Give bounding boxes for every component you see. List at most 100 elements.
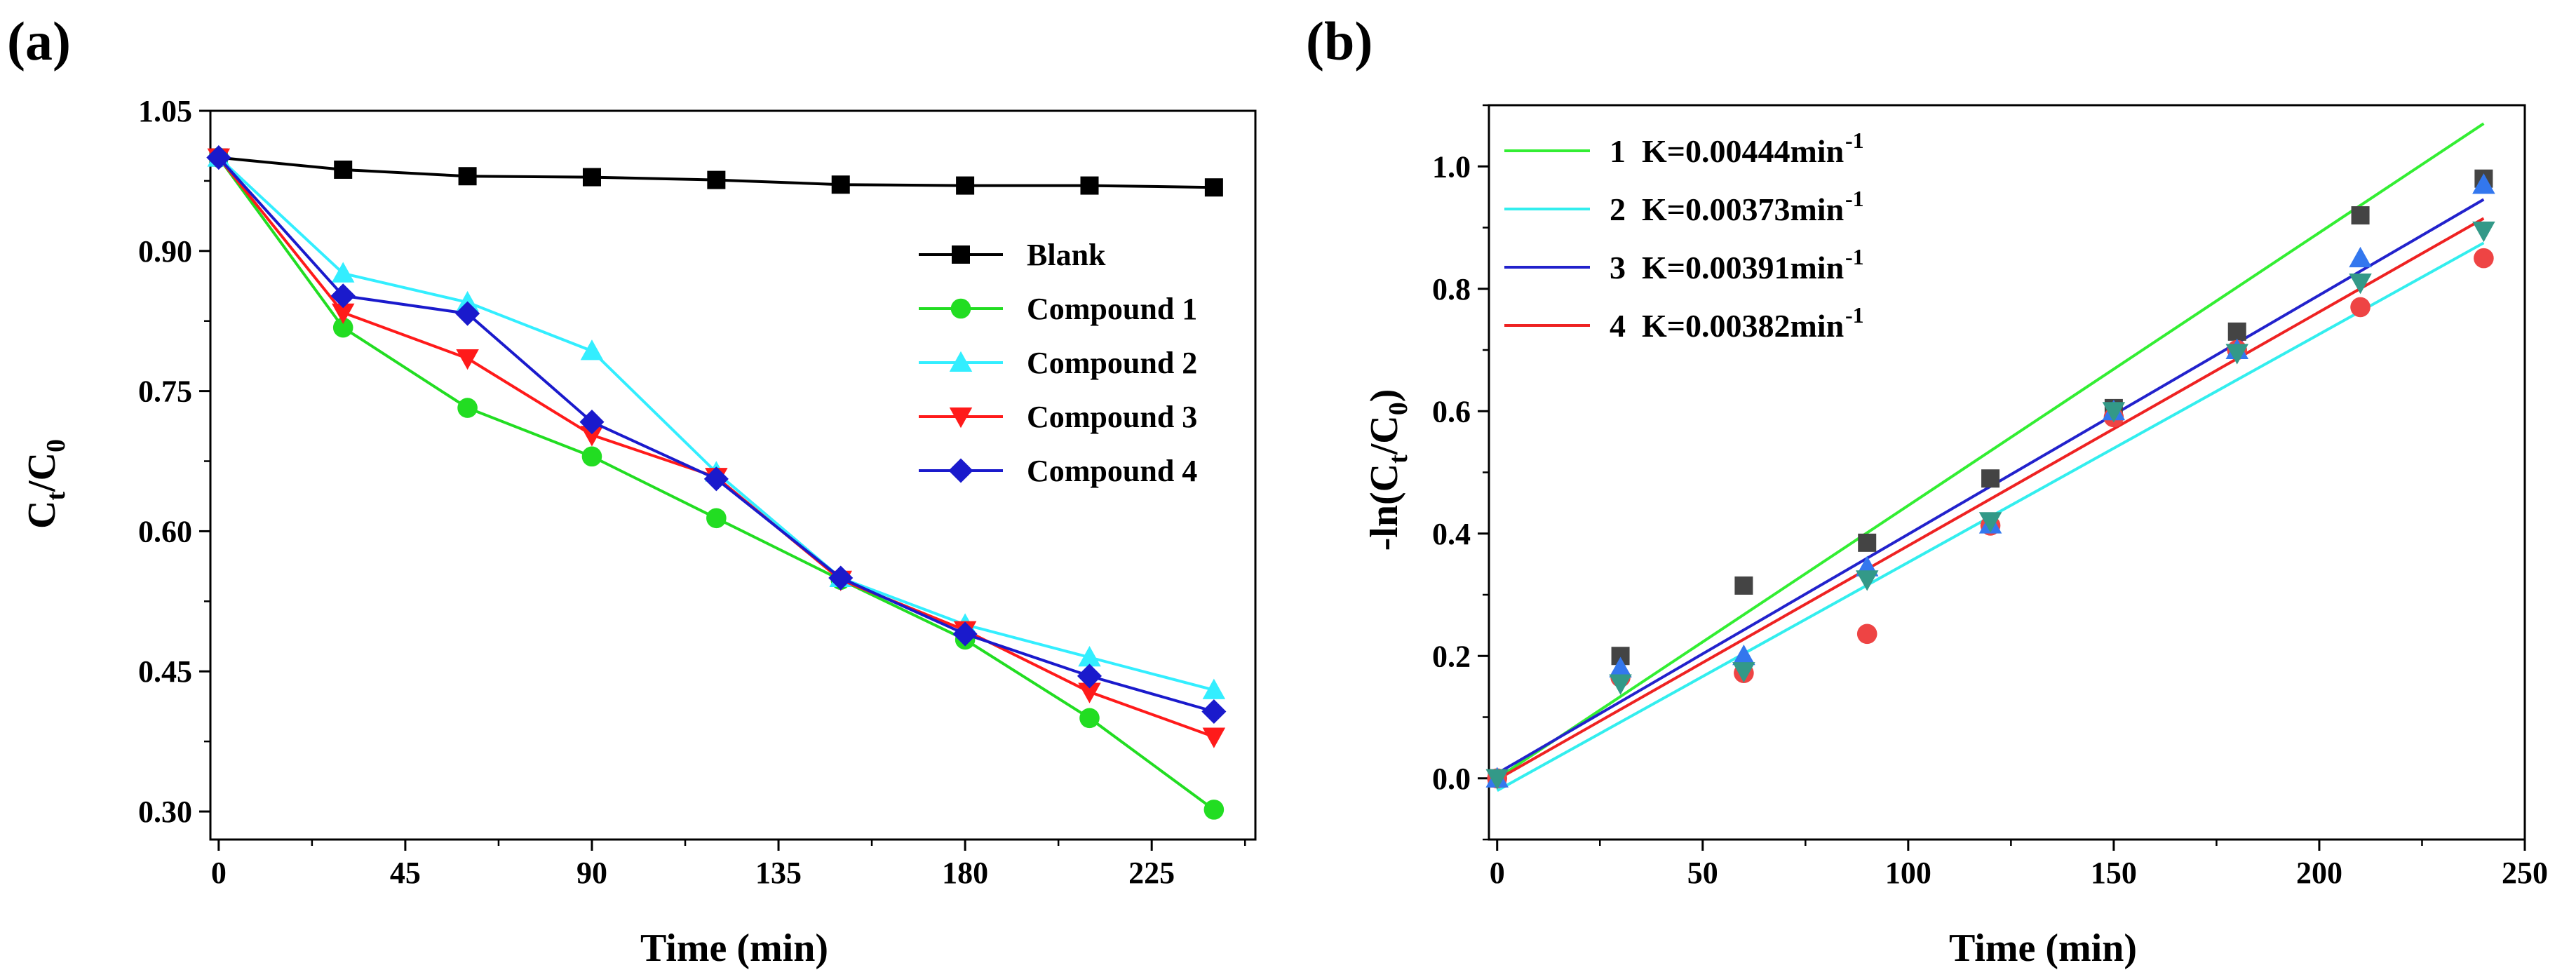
legend-id: 2: [1610, 191, 1626, 227]
data-point: [2225, 344, 2248, 365]
data-point: [1978, 512, 2002, 533]
legend-k-label: K=0.00373min: [1642, 191, 1844, 227]
panel-b-x-tick-label: 150: [2091, 856, 2137, 890]
data-point: [331, 262, 355, 283]
data-point: [956, 176, 975, 195]
panel-a-y-tick-label: 1.05: [138, 94, 192, 128]
panel-a-y-tick-label: 0.60: [138, 514, 192, 548]
legend-marker: [949, 407, 973, 429]
panel-b-x-axis-label: Time (min): [1949, 927, 2137, 970]
data-point: [1201, 699, 1227, 725]
data-point: [1609, 674, 1632, 695]
data-point: [831, 175, 850, 194]
data-point: [2351, 206, 2370, 225]
panel-a-y-tick-label: 0.45: [138, 654, 192, 689]
data-point: [2472, 173, 2495, 194]
legend-id: 1: [1610, 133, 1626, 169]
panel-a-x-axis-label: Time (min): [640, 927, 828, 970]
panel-b-y-tick-label: 0.6: [1432, 394, 1471, 429]
data-point: [580, 339, 604, 361]
data-point: [706, 508, 727, 529]
panel-b-y-tick-label: 0.8: [1432, 272, 1471, 306]
panel-b-y-tick-label: 0.0: [1432, 762, 1471, 796]
panel-b-plot-area: 0 50 100 150 200 250 0.0 0.2 0.4 0.6 0.8 1.0 1 K=0.00…: [1432, 104, 2548, 890]
data-point: [332, 317, 353, 338]
legend-label: Compound 2: [1027, 346, 1197, 380]
legend-label: Compound 4: [1027, 454, 1197, 488]
legend-k-label: K=0.00382min: [1642, 308, 1844, 344]
data-point: [2350, 297, 2371, 318]
data-point: [1203, 800, 1225, 820]
legend-marker: [948, 458, 973, 483]
panel-a-label: (a): [7, 11, 71, 72]
data-point: [2472, 221, 2495, 243]
legend-id: 3: [1610, 250, 1626, 285]
data-point: [579, 410, 605, 435]
data-point: [1202, 678, 1226, 699]
panel-a-y-axis-label: Ct/C0: [20, 439, 71, 529]
panel-b-y-axis-label: -ln(Ct/C0): [1363, 389, 1413, 551]
data-point: [1485, 769, 1509, 790]
data-point: [457, 398, 478, 418]
legend-marker: [949, 351, 973, 372]
data-point: [582, 168, 601, 187]
panel-a-y-tick-label: 0.75: [138, 375, 192, 409]
data-point: [331, 303, 355, 324]
panel-a-x-tick-label: 180: [942, 856, 988, 890]
data-point: [952, 621, 978, 647]
data-point: [1855, 570, 1879, 591]
panel-b-x-tick-label: 0: [1490, 856, 1505, 890]
panel-a-y-tick-label: 0.30: [138, 795, 192, 829]
data-point: [458, 167, 477, 186]
panel-a-x-tick-label: 90: [576, 856, 607, 890]
data-point: [1609, 656, 1632, 678]
data-point: [1078, 646, 1101, 667]
panel-a-x-tick-label: 135: [755, 856, 802, 890]
panel-a-axes-frame: [209, 109, 1257, 841]
panel-b-label: (b): [1306, 11, 1373, 72]
panel-a-x-tick-label: 0: [211, 856, 227, 890]
data-point: [1204, 178, 1223, 197]
legend-exponent: -1: [1845, 244, 1864, 269]
legend-label: Compound 3: [1027, 400, 1197, 434]
panel-a-plot-area: 0 45 90 135 180 225 0.30 0.45 0.60 0.75 0.90 1.05 Bl…: [138, 94, 1257, 890]
data-point: [1079, 708, 1100, 729]
data-point: [1078, 682, 1101, 703]
data-point: [2227, 322, 2246, 341]
panel-a-x-tick-label: 225: [1128, 856, 1175, 890]
panel-b-x-tick-label: 200: [2296, 856, 2342, 890]
panel-b-y-tick-label: 0.2: [1432, 639, 1471, 673]
legend-k-label: K=0.00391min: [1642, 250, 1844, 285]
data-point: [1732, 645, 1755, 666]
data-point: [334, 160, 353, 179]
data-point: [1981, 469, 2000, 488]
data-point: [1732, 662, 1755, 683]
data-point: [1856, 624, 1877, 645]
data-point: [206, 145, 231, 170]
legend-exponent: -1: [1845, 302, 1864, 328]
panel-b-y-tick-label: 0.4: [1432, 517, 1471, 551]
panel-b-x-tick-label: 50: [1687, 856, 1718, 890]
panel-a: (a) 0 45 90 135 180 225 0.30 0.45 0.60 0.75 0.90 1.…: [7, 11, 1257, 970]
data-point: [456, 349, 479, 370]
data-point: [707, 170, 726, 189]
legend-label: Blank: [1027, 238, 1106, 272]
panel-b-x-tick-label: 100: [1885, 856, 1931, 890]
legend-marker: [952, 245, 970, 264]
data-point: [1734, 576, 1753, 595]
data-point: [330, 283, 356, 309]
data-point: [2349, 274, 2372, 295]
panel-a-y-tick-label: 0.90: [138, 234, 192, 269]
legend-id: 4: [1610, 308, 1626, 344]
data-point: [2102, 402, 2126, 423]
data-point: [455, 301, 480, 326]
legend-label: Compound 1: [1027, 292, 1197, 326]
data-point: [1858, 533, 1877, 552]
fit-line-4: [1496, 217, 2485, 781]
data-point: [828, 565, 854, 591]
data-point: [2474, 248, 2494, 269]
legend-exponent: -1: [1845, 186, 1864, 211]
panel-b-y-tick-label: 1.0: [1432, 149, 1471, 184]
data-point: [1202, 727, 1226, 748]
